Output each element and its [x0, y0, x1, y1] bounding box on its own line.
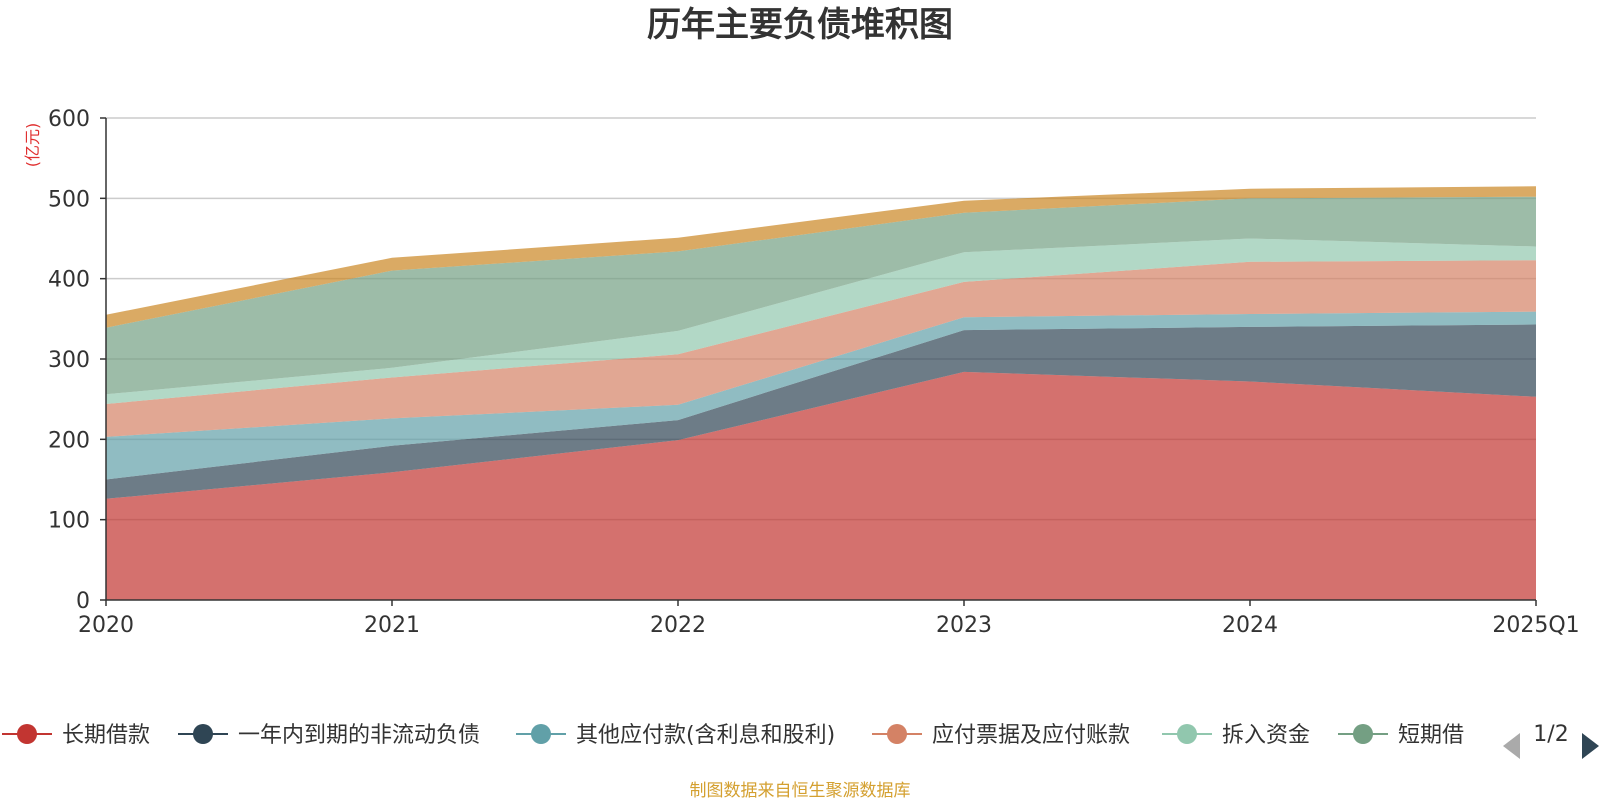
y-axis-unit: (亿元): [23, 123, 42, 168]
area-series-4: [106, 238, 1536, 404]
y-tick-label: 200: [48, 428, 90, 453]
chart-title: 历年主要负债堆积图: [647, 5, 953, 45]
legend-items: 长期借款 一年内到期的非流动负债 其他应付款(含利息和股利) 应付票据及应付账款 拆入资…: [2, 723, 1464, 748]
x-axis-ticks: 2020 2021 2022 2023 2024 2025Q1: [78, 600, 1580, 638]
y-tick-label: 400: [48, 268, 90, 293]
legend-label: 长期借款: [62, 723, 150, 748]
legend-item[interactable]: 拆入资金: [1162, 723, 1310, 748]
legend-next-page-icon[interactable]: [1582, 733, 1599, 759]
area-series-2: [106, 311, 1536, 480]
y-tick-label: 100: [48, 509, 90, 534]
legend-marker-icon: [193, 724, 213, 744]
legend-marker-icon: [531, 724, 551, 744]
x-tick-label: 2022: [650, 613, 706, 638]
legend-item[interactable]: 其他应付款(含利息和股利): [516, 723, 835, 748]
y-tick-label: 300: [48, 348, 90, 373]
x-tick-label: 2020: [78, 613, 134, 638]
y-axis-ticks: 0 100 200 300 400 500 600: [48, 107, 106, 614]
y-tick-label: 0: [76, 589, 90, 614]
legend-marker-icon: [17, 724, 37, 744]
y-tick-label: 600: [48, 107, 90, 132]
legend-label: 应付票据及应付账款: [932, 723, 1130, 748]
legend: 长期借款 一年内到期的非流动负债 其他应付款(含利息和股利) 应付票据及应付账款 拆入资…: [2, 723, 1464, 748]
legend-prev-page-icon[interactable]: [1503, 733, 1520, 759]
stacked-areas: [106, 186, 1536, 600]
area-series-1: [106, 324, 1536, 499]
data-source-note: 制图数据来自恒生聚源数据库: [690, 781, 911, 800]
x-tick-label: 2024: [1222, 613, 1278, 638]
legend-marker-icon: [1353, 724, 1373, 744]
legend-item[interactable]: 长期借款: [2, 723, 150, 748]
legend-page-indicator: 1/2: [1533, 722, 1568, 747]
y-tick-label: 500: [48, 187, 90, 212]
x-tick-label: 2021: [364, 613, 420, 638]
area-series-5: [106, 196, 1536, 395]
area-series-0: [106, 371, 1536, 600]
legend-label: 一年内到期的非流动负债: [238, 723, 480, 748]
legend-pager: 1/2: [1503, 722, 1599, 759]
area-series-3: [106, 260, 1536, 437]
legend-label: 其他应付款(含利息和股利): [576, 723, 835, 748]
legend-marker-icon: [1177, 724, 1197, 744]
legend-item[interactable]: 一年内到期的非流动负债: [178, 723, 480, 748]
x-tick-label: 2023: [936, 613, 992, 638]
legend-label: 短期借: [1398, 723, 1464, 748]
legend-label: 拆入资金: [1222, 723, 1310, 748]
legend-item[interactable]: 应付票据及应付账款: [872, 723, 1130, 748]
legend-marker-icon: [887, 724, 907, 744]
x-tick-label: 2025Q1: [1492, 613, 1579, 638]
legend-item[interactable]: 短期借: [1338, 723, 1464, 748]
